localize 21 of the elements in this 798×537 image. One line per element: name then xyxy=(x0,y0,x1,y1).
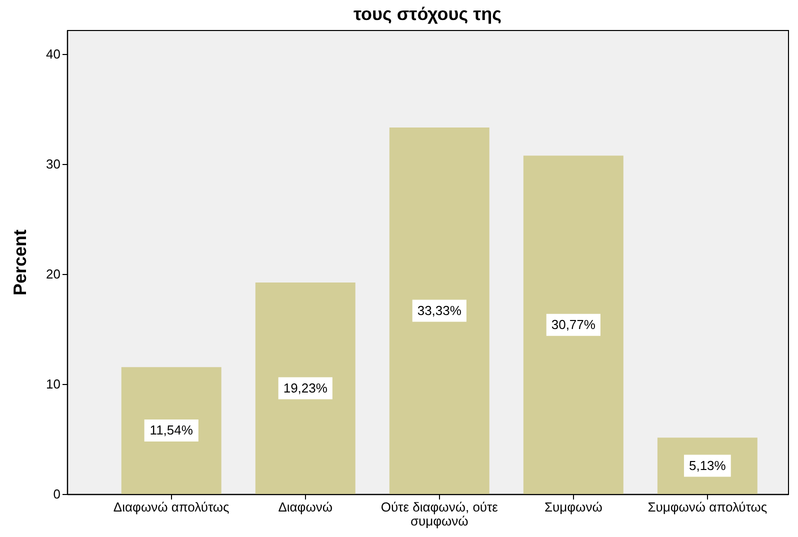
chart-title: τους στόχους της xyxy=(354,4,502,24)
data-label: 30,77% xyxy=(551,316,596,332)
x-tick-label: Ούτε διαφωνώ, ούτε συμφωνώ xyxy=(380,500,498,528)
bar xyxy=(255,282,356,494)
x-tick-label: Διαφωνώ απολύτως xyxy=(113,500,230,514)
y-tick-label: 20 xyxy=(46,266,60,282)
data-label: 33,33% xyxy=(417,302,462,318)
data-label: 11,54% xyxy=(150,422,194,438)
bar xyxy=(121,367,222,494)
x-tick-label: Συμφωνώ xyxy=(544,500,602,514)
y-axis-title: Percent xyxy=(10,229,30,296)
bar xyxy=(523,156,624,494)
y-tick-label: 40 xyxy=(46,46,60,62)
y-tick-label: 30 xyxy=(46,156,60,172)
x-tick-label: Συμφωνώ απολύτως xyxy=(648,500,768,514)
x-tick-label: Διαφωνώ xyxy=(278,500,333,514)
bar xyxy=(389,128,490,494)
y-tick-label: 0 xyxy=(53,486,60,502)
data-label: 19,23% xyxy=(283,380,328,396)
y-tick-label: 10 xyxy=(46,376,60,392)
data-label: 5,13% xyxy=(688,458,726,473)
